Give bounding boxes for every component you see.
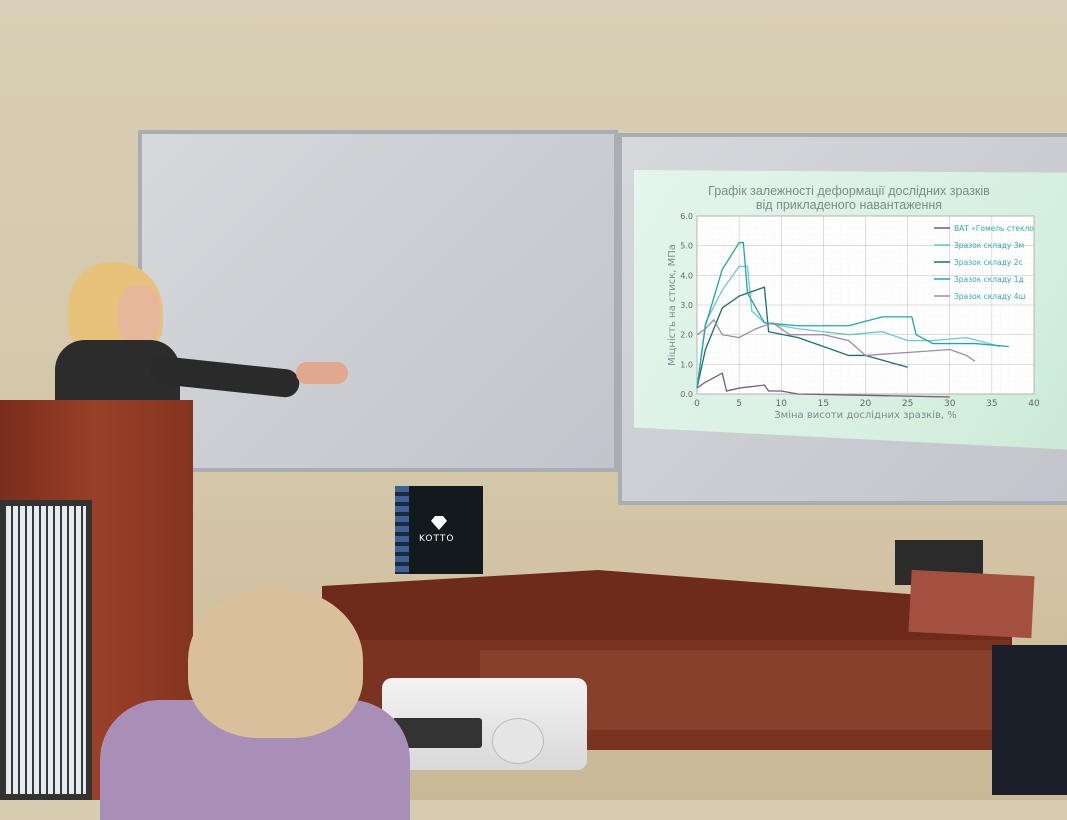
laptop bbox=[992, 645, 1067, 795]
presenter-face bbox=[118, 285, 160, 345]
projector-speaker bbox=[492, 718, 544, 764]
x-tick-label: 15 bbox=[818, 399, 829, 409]
x-axis-label: Зміна висоти дослідних зразків, % bbox=[774, 409, 957, 421]
y-tick-label: 5.0 bbox=[680, 242, 693, 251]
projector bbox=[382, 678, 587, 770]
series-line bbox=[696, 265, 1001, 389]
y-tick-label: 4.0 bbox=[680, 271, 693, 280]
whiteboard-left bbox=[138, 130, 618, 472]
x-tick-label: 35 bbox=[986, 399, 997, 409]
box-pattern bbox=[395, 486, 409, 574]
legend-label: ВАТ «Гомель стекло bbox=[954, 224, 1034, 233]
legend-label: Зразок складу 3м bbox=[954, 241, 1024, 250]
clay-brick bbox=[908, 569, 1035, 639]
projected-slide: Графік залежності деформації дослідних з… bbox=[634, 170, 1067, 450]
series-line bbox=[696, 318, 976, 362]
slide-title-line1: Графік залежності деформації дослідних з… bbox=[708, 184, 990, 198]
slide-chart: 0 5 10 15 20 25 30 35 40 0.0 1.0 2.0 3.0 4.0 5.0 6.0 Змі… bbox=[666, 212, 1040, 421]
x-tick-label: 0 bbox=[694, 399, 700, 409]
audience-head bbox=[188, 588, 363, 738]
x-tick-label: 10 bbox=[776, 399, 788, 409]
y-tick-label: 3.0 bbox=[680, 301, 693, 310]
y-tick-label: 6.0 bbox=[680, 212, 693, 221]
x-tick-label: 20 bbox=[860, 399, 872, 409]
slide-title-line2: від прикладеного навантаження bbox=[755, 198, 943, 212]
kotto-box: KOTTO bbox=[395, 486, 483, 574]
kotto-logo-icon bbox=[431, 516, 447, 530]
y-tick-label: 1.0 bbox=[680, 360, 693, 369]
legend-label: Зразок складу 4ш bbox=[954, 292, 1025, 301]
mosaic-sample-board bbox=[0, 500, 92, 800]
y-axis-label: Міцність на стиск, МПа bbox=[666, 244, 678, 366]
legend-label: Зразок складу 1д bbox=[954, 275, 1024, 284]
x-tick-label: 25 bbox=[902, 399, 913, 409]
series-line bbox=[696, 372, 950, 398]
y-tick-label: 0.0 bbox=[680, 390, 693, 399]
y-tick-label: 2.0 bbox=[680, 331, 693, 340]
series-line bbox=[696, 286, 908, 389]
x-tick-label: 5 bbox=[736, 399, 742, 409]
legend-label: Зразок складу 2с bbox=[954, 258, 1023, 267]
series-line bbox=[696, 242, 1009, 389]
kotto-label: KOTTO bbox=[419, 534, 455, 544]
x-tick-label: 30 bbox=[944, 399, 956, 409]
x-tick-label: 40 bbox=[1028, 399, 1040, 409]
presenter-hand bbox=[296, 362, 348, 384]
